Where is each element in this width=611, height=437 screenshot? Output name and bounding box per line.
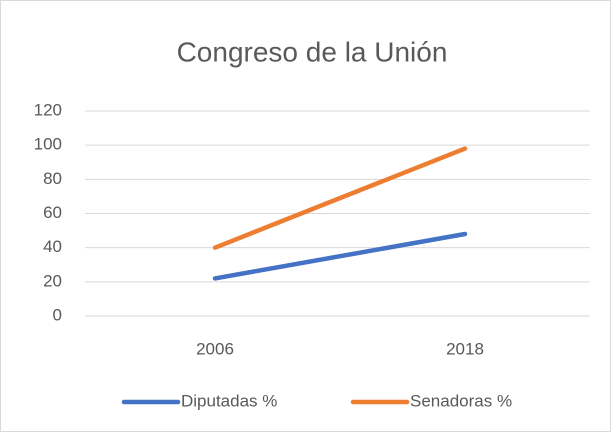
x-tick-label: 2006 xyxy=(196,339,234,358)
y-tick-label: 80 xyxy=(43,169,62,188)
y-tick-label: 40 xyxy=(43,237,62,256)
data-line xyxy=(212,231,468,281)
y-tick-label: 120 xyxy=(34,100,62,119)
legend-label: Senadoras % xyxy=(410,391,512,410)
legend-label: Diputadas % xyxy=(181,391,277,410)
data-line xyxy=(212,146,468,250)
y-tick-label: 100 xyxy=(34,135,62,154)
x-tick-label: 2018 xyxy=(446,339,484,358)
y-tick-label: 0 xyxy=(53,305,62,324)
y-tick-label: 60 xyxy=(43,203,62,222)
y-tick-label: 20 xyxy=(43,271,62,290)
chart-title: Congreso de la Unión xyxy=(177,36,448,67)
